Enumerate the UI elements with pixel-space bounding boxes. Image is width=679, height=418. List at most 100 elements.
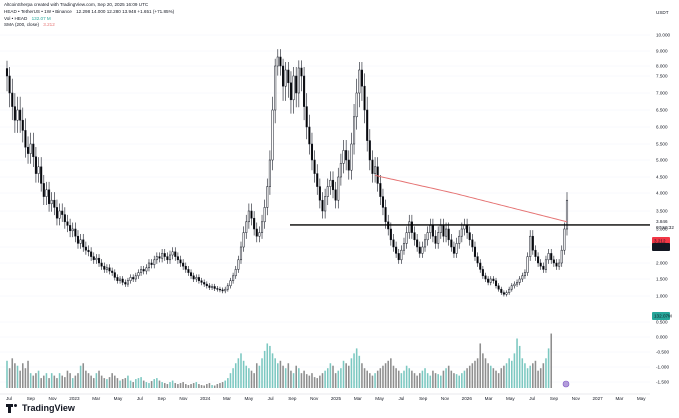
volume-bar <box>45 373 48 388</box>
candle-body <box>97 257 101 264</box>
candle-body <box>366 109 369 141</box>
candle-body <box>21 119 24 131</box>
volume-bar <box>140 377 142 388</box>
volume-bar <box>405 365 408 388</box>
volume-bar <box>182 382 184 388</box>
volume-legend[interactable]: Vol • HEAD 132.07 M <box>4 16 54 21</box>
candle-body <box>305 106 308 128</box>
symbol-legend[interactable]: HEAD • TetherUS • 1W • Binance 12.298 14… <box>4 9 177 14</box>
time-axis[interactable]: Jul Sep Nov 2023 Mar May Jul Sep Nov 2024 Mar May Ju… <box>0 393 650 401</box>
volume-bar <box>450 370 453 388</box>
volume-bar <box>400 373 403 388</box>
candle-body <box>479 262 482 270</box>
volume-bar <box>298 368 300 388</box>
candle-body <box>439 225 442 233</box>
volume-bar <box>87 373 90 388</box>
candle-body <box>226 285 229 290</box>
volume-bar <box>127 375 129 388</box>
candle-body <box>45 189 48 197</box>
volume-bar <box>21 363 24 388</box>
candle-body <box>374 166 377 174</box>
candle-body <box>16 109 19 121</box>
candle-body <box>63 214 66 223</box>
candle-body <box>558 262 561 267</box>
last-price-label: 3.846 <box>656 219 668 224</box>
candle-body <box>371 159 374 174</box>
candle-body <box>200 280 203 283</box>
event-icon[interactable] <box>562 380 570 388</box>
candle-body <box>76 235 80 244</box>
candle-body <box>87 249 90 253</box>
candle-body <box>565 199 569 230</box>
volume-bar <box>211 385 213 388</box>
candle-body <box>153 259 156 265</box>
candle-body <box>126 280 129 285</box>
price-axis[interactable]: USDT 10.000 9.000 8.000 7.500 7.000 6.500 6.000… <box>656 10 670 385</box>
volume-bar <box>195 382 198 388</box>
time-tick-label: Mar <box>354 396 362 401</box>
candle-body <box>445 228 448 237</box>
candle-body <box>405 232 408 244</box>
candle-body <box>155 256 158 261</box>
candle-body <box>266 186 269 208</box>
price-tick-label: 5.000 <box>656 158 668 163</box>
volume-bar <box>308 375 311 388</box>
candle-body <box>158 256 161 259</box>
candle-body <box>53 199 56 208</box>
candle-body <box>339 163 342 178</box>
candle-body <box>69 225 72 232</box>
price-tick-label: 0.000 <box>656 335 668 340</box>
candle-body <box>400 249 403 261</box>
price-tick-label: 3.500 <box>656 209 668 214</box>
candle-body <box>513 283 516 287</box>
volume-bar <box>82 363 85 388</box>
volume-bar <box>8 368 11 388</box>
candle-body <box>542 265 545 270</box>
volume-bar <box>337 370 340 388</box>
candle-body <box>418 246 421 254</box>
time-tick-label: Mar <box>92 396 100 401</box>
candle-body <box>329 179 332 187</box>
price-tick-label: 9.000 <box>656 49 668 54</box>
volume-bar <box>484 358 487 388</box>
sma-legend[interactable]: SMA (200, close) 3.212 <box>4 22 58 27</box>
volume-bar <box>463 370 466 388</box>
volume-bar <box>403 370 405 388</box>
candle-body <box>40 166 43 184</box>
volume-bar <box>203 385 205 388</box>
time-tick-label: Nov <box>179 396 188 401</box>
candle-body <box>413 232 416 241</box>
volume-bar <box>248 368 250 388</box>
candle-body <box>113 272 116 278</box>
candle-body <box>245 221 248 233</box>
candle-body <box>211 286 214 288</box>
time-tick-label: Jul <box>6 396 12 401</box>
candle-body <box>544 259 548 270</box>
volume-bar <box>111 373 113 388</box>
candle-body <box>90 251 93 257</box>
candle-body <box>34 156 37 174</box>
candle-body <box>216 288 219 290</box>
sma-200-line <box>374 174 568 223</box>
volume-bar <box>539 368 542 388</box>
candle-body <box>505 292 508 295</box>
volume-bar <box>124 378 127 388</box>
volume-bar <box>90 375 92 388</box>
volume-bar <box>526 368 529 388</box>
volume-bar <box>156 378 158 388</box>
candle-body <box>232 275 235 281</box>
candle-body <box>271 109 274 161</box>
volume-bar <box>177 384 179 388</box>
time-tick-label: 2027 <box>592 396 603 401</box>
candle-body <box>48 189 51 205</box>
time-tick-label: Mar <box>223 396 231 401</box>
candle-body <box>142 269 145 272</box>
price-tick-label: 1.000 <box>656 294 668 299</box>
candle-body <box>297 67 300 94</box>
tradingview-logo[interactable]: TradingView <box>6 403 75 413</box>
candle-body <box>502 292 505 295</box>
volume-bar <box>324 370 326 388</box>
price-tick-label: 5.500 <box>656 142 668 147</box>
